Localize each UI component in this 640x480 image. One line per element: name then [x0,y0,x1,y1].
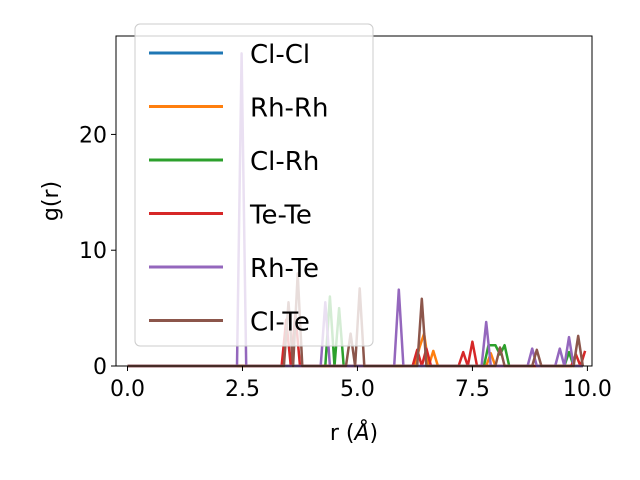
legend-label-cl-cl: Cl-Cl [250,40,310,70]
x-axis-label-unit: Å [352,419,369,446]
x-axis: 0.0 2.5 5.0 7.5 10.0 [110,366,612,402]
x-axis-label-suffix: ) [370,421,379,446]
x-tick-label: 0.0 [110,377,145,402]
legend: Cl-Cl Rh-Rh Cl-Rh Te-Te Rh-Te Cl-Te [134,23,374,347]
x-axis-label: r (Å) [330,419,378,446]
x-axis-label-prefix: r ( [330,421,355,446]
legend-label-rh-te: Rh-Te [250,254,319,284]
legend-label-rh-rh: Rh-Rh [250,94,328,124]
y-tick-label: 10 [79,239,107,264]
y-tick-label: 0 [93,355,107,380]
y-axis: 0 10 20 [79,123,116,380]
legend-label-te-te: Te-Te [249,201,312,231]
x-tick-label: 5.0 [340,377,375,402]
x-tick-label: 2.5 [225,377,260,402]
x-tick-label: 7.5 [455,377,490,402]
y-tick-label: 20 [79,123,107,148]
legend-label-cl-te: Cl-Te [250,308,310,338]
y-axis-label: g(r) [39,181,64,221]
x-tick-label: 10.0 [563,377,612,402]
legend-label-cl-rh: Cl-Rh [250,147,319,177]
legend-box [134,23,374,347]
